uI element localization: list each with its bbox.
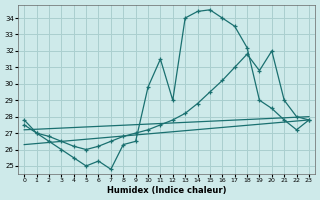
X-axis label: Humidex (Indice chaleur): Humidex (Indice chaleur) — [107, 186, 226, 195]
